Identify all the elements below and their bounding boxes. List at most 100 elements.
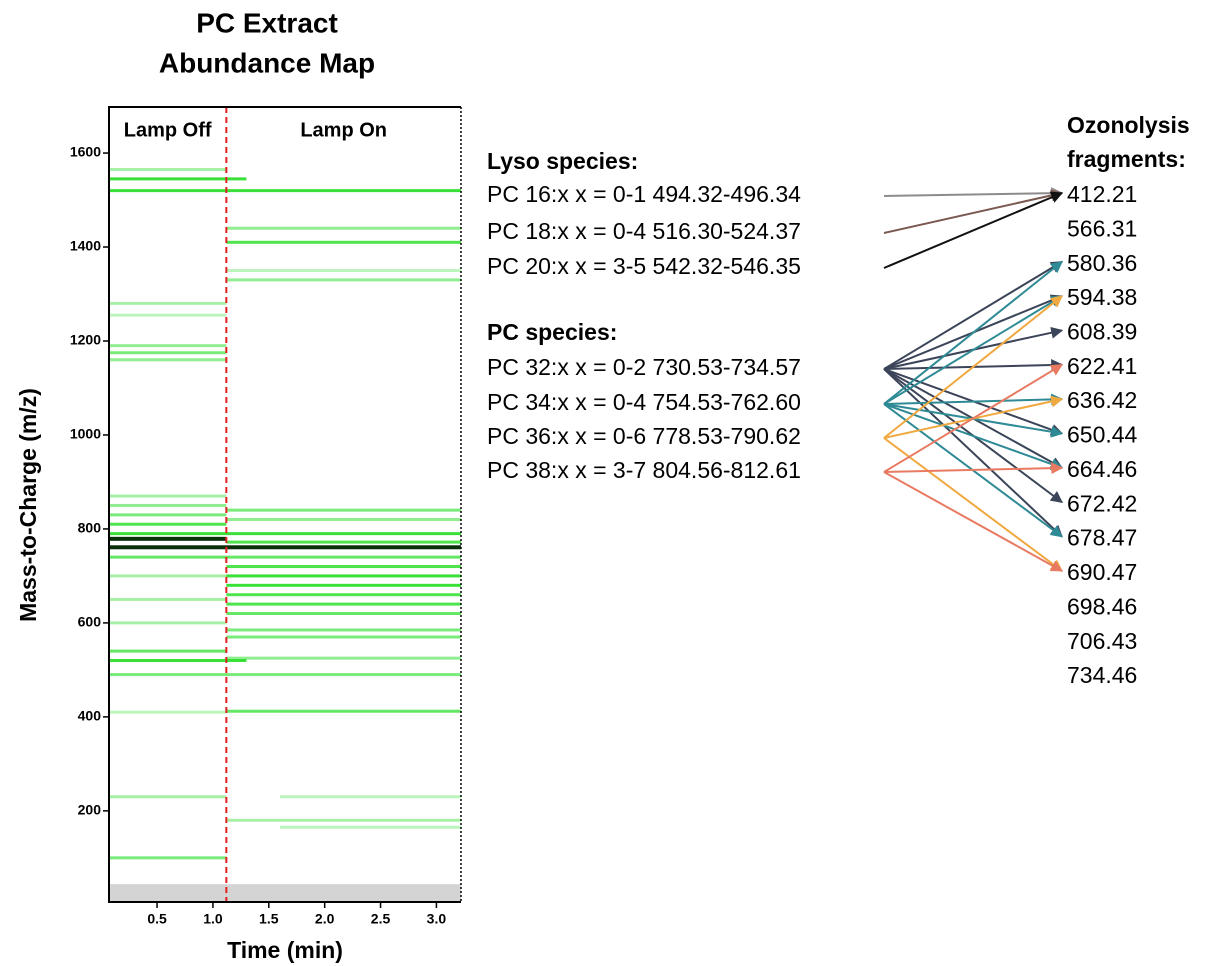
y-tick-label: 800 [78,520,102,536]
arrow [883,189,1064,234]
band [226,602,461,606]
species: PC 34:x x = 0-4 754.53-762.60 [487,389,801,415]
band [109,358,227,362]
band [226,628,461,632]
band [109,856,227,860]
band [109,649,227,653]
band [109,494,227,498]
species: PC 16:x x = 0-1 494.32-496.34 [487,181,801,207]
species: PC 20:x x = 3-5 542.32-546.35 [487,253,801,279]
band [226,226,461,230]
arrow [883,368,1063,538]
band [226,540,461,544]
band [109,513,227,517]
band [226,240,461,244]
blank-region [109,884,461,902]
fragment: 698.46 [1067,593,1137,619]
fragment: 706.43 [1067,628,1137,654]
fragment: 690.47 [1067,559,1137,585]
fragment: 678.47 [1067,525,1137,551]
fragments-heading: Ozonolysis [1067,112,1190,138]
lamp-label: Lamp Off [124,119,212,141]
arrow [883,363,1064,473]
y-tick-label: 1600 [70,144,101,160]
x-tick-label: 0.5 [147,911,167,927]
y-tick-label: 1200 [70,332,101,348]
fragment: 734.46 [1067,662,1137,688]
band [109,536,227,541]
band [109,344,227,348]
band [109,545,461,550]
y-tick-label: 400 [78,708,102,724]
band [109,503,227,507]
y-tick-label: 1400 [70,238,101,254]
band [279,825,461,829]
species: PC 18:x x = 0-4 516.30-524.37 [487,218,801,244]
band [226,269,461,273]
y-tick-label: 600 [78,614,102,630]
species: PC 32:x x = 0-2 730.53-734.57 [487,354,801,380]
fragments-heading: fragments: [1067,146,1186,172]
band [226,565,461,569]
y-tick-label: 200 [78,802,102,818]
band [109,597,227,601]
fragment: 608.39 [1067,319,1137,345]
arrow [883,295,1064,405]
species: PC 36:x x = 0-6 778.53-790.62 [487,423,801,449]
band [226,583,461,587]
arrow [883,462,1064,475]
band [109,301,227,305]
arrow [883,295,1063,439]
band [109,189,461,193]
x-tick-label: 1.0 [203,911,223,927]
pc-heading: PC species: [487,319,617,345]
band [226,593,461,597]
lyso-heading: Lyso species: [487,148,638,174]
band [109,621,227,625]
band [226,508,461,512]
arrow [883,437,1063,572]
fragment: 636.42 [1067,387,1137,413]
band [109,532,461,536]
arrow [883,260,1063,405]
band [109,658,247,662]
band [109,313,227,317]
fragment: 594.38 [1067,284,1137,310]
band [109,351,227,355]
fragment: 566.31 [1067,215,1137,241]
x-tick-label: 1.5 [259,911,279,927]
y-axis-label: Mass-to-Charge (m/z) [15,388,41,622]
y-tick-label: 1000 [70,426,101,442]
fragment: 412.21 [1067,181,1137,207]
fragment: 672.42 [1067,490,1137,516]
fragment: 622.41 [1067,353,1137,379]
arrow [883,187,1064,200]
arrow [883,471,1064,572]
fragment: 650.44 [1067,422,1138,448]
lamp-label: Lamp On [300,119,387,141]
x-tick-label: 2.0 [315,911,335,927]
x-tick-label: 2.5 [371,911,391,927]
band [226,278,461,282]
band [109,167,227,171]
band [226,635,461,639]
band [109,522,227,526]
band [109,710,227,714]
chart-title: Abundance Map [159,47,375,78]
band [226,656,461,660]
band [226,818,461,822]
band [109,574,227,578]
arrow [883,260,1064,370]
band [109,673,461,677]
band [109,555,461,559]
band [226,612,461,616]
species: PC 38:x x = 3-7 804.56-812.61 [487,457,801,483]
band [279,795,461,799]
plot-frame [108,106,461,903]
band [226,709,461,713]
arrow [883,393,1064,406]
fragment: 580.36 [1067,250,1137,276]
band [109,795,227,799]
band [226,574,461,578]
